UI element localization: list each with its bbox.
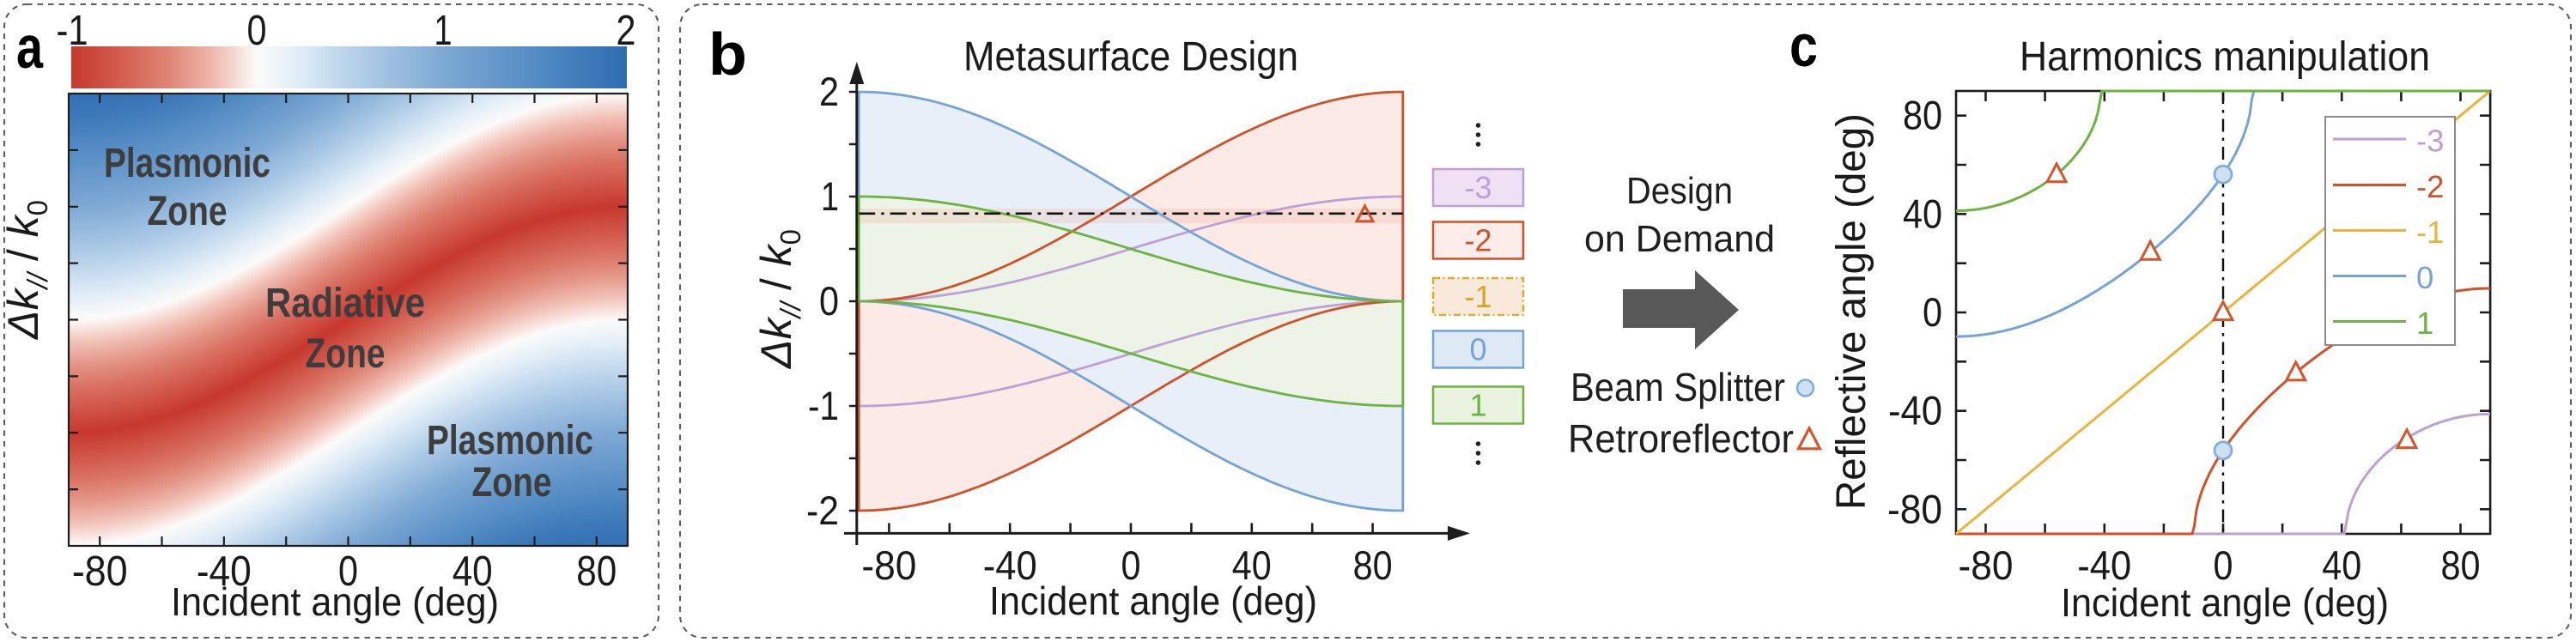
svg-text:-3: -3 [1464,170,1492,205]
svg-text:0: 0 [1469,332,1486,367]
svg-text:0: 0 [819,278,839,324]
svg-text:Zone: Zone [472,460,552,506]
svg-text:1: 1 [2416,306,2433,341]
svg-text:on Demand: on Demand [1584,218,1775,260]
svg-text:-2: -2 [1464,223,1492,258]
svg-text:Zone: Zone [306,331,386,377]
svg-text:40: 40 [2322,542,2361,588]
svg-text:Radiative: Radiative [265,281,425,326]
svg-text:Zone: Zone [148,189,228,234]
svg-text:0: 0 [2416,260,2433,295]
svg-text:Δk// / k0: Δk// / k0 [752,229,806,369]
svg-text:Retroreflector: Retroreflector [1568,416,1794,461]
svg-text:Metasurface Design: Metasurface Design [963,34,1298,80]
svg-text:-3: -3 [2416,124,2444,159]
svg-text:-2: -2 [806,488,839,533]
svg-text:Plasmonic: Plasmonic [104,141,270,186]
svg-text:80: 80 [576,548,617,595]
svg-text:-2: -2 [2416,169,2444,204]
svg-text:Incident angle (deg): Incident angle (deg) [2061,580,2389,625]
svg-text:2: 2 [617,8,636,54]
svg-text:2: 2 [819,69,839,114]
svg-text:Design: Design [1626,170,1733,212]
svg-text:80: 80 [1353,542,1393,588]
svg-text:40: 40 [1232,542,1272,588]
svg-text:b: b [708,21,747,88]
svg-text:-80: -80 [861,542,916,588]
svg-text:-1: -1 [808,383,839,428]
svg-text:-1: -1 [1464,279,1492,314]
svg-text:0: 0 [1121,542,1141,588]
svg-text:-80: -80 [72,548,128,595]
svg-text:-40: -40 [983,542,1037,588]
svg-text:Harmonics manipulation: Harmonics manipulation [2020,34,2430,80]
svg-text:-80: -80 [1887,486,1942,531]
svg-text:-1: -1 [57,8,88,54]
svg-text:1: 1 [1469,388,1486,423]
svg-text:1: 1 [434,8,453,54]
svg-text:-40: -40 [1888,388,1942,433]
svg-text:-1: -1 [2416,215,2444,250]
svg-text:a: a [16,14,44,81]
svg-text:0: 0 [1923,289,1942,335]
svg-text:1: 1 [821,173,839,219]
svg-text:Δk// / k0: Δk// / k0 [0,200,53,340]
svg-text:0: 0 [2214,542,2233,588]
svg-text:-40: -40 [197,548,252,595]
svg-text:-40: -40 [2077,542,2131,588]
svg-text:-80: -80 [1959,542,2014,588]
svg-text:Incident angle (deg): Incident angle (deg) [171,579,499,624]
svg-text:c: c [1789,12,1818,79]
svg-text:Beam Splitter: Beam Splitter [1571,365,1785,409]
svg-text:80: 80 [2441,542,2481,588]
svg-text:Plasmonic: Plasmonic [427,418,593,463]
svg-text:Reflective angle (deg): Reflective angle (deg) [1829,113,1874,510]
svg-text:40: 40 [1903,191,1942,236]
svg-text:0: 0 [247,8,267,54]
svg-text:Incident angle (deg): Incident angle (deg) [989,578,1317,623]
svg-text:80: 80 [1903,93,1942,138]
svg-text:40: 40 [453,548,493,595]
svg-text:0: 0 [338,548,358,595]
